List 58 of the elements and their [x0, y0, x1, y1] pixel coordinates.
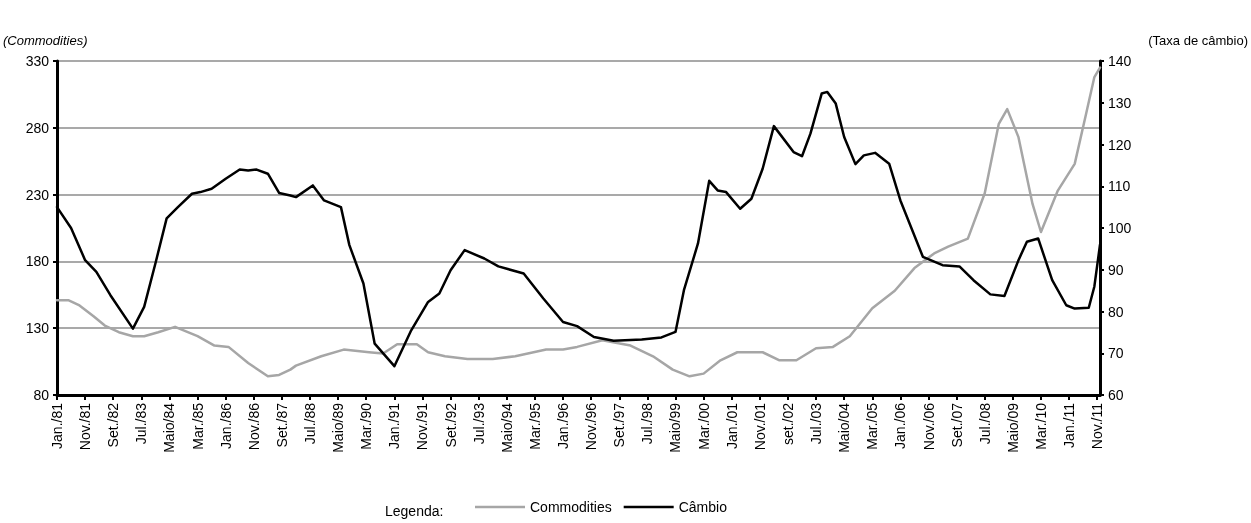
x-tick-label: Mar./90	[358, 402, 375, 450]
x-tick-label: set./02	[779, 402, 796, 446]
y2-tick-label: 110	[1108, 178, 1131, 195]
x-tick-label: Set./07	[948, 402, 965, 448]
y-tick-label: 330	[25, 53, 50, 69]
x-tick-label: Jan./96	[555, 402, 572, 449]
y-tick-label: 230	[25, 186, 50, 203]
x-tick-label: Nov./81	[77, 402, 94, 451]
x-tick-label: Maio/84	[161, 402, 178, 453]
x-tick-label: Mar./10	[1032, 402, 1049, 450]
x-tick-label: Jan./01	[723, 402, 740, 449]
legend-label: Câmbio	[678, 499, 728, 515]
y2-tick-label: 140	[1108, 53, 1132, 69]
x-tick-label: Maio/04	[836, 402, 853, 453]
x-tick-label: Maio/89	[330, 402, 347, 453]
x-tick-label: Jul./93	[470, 402, 487, 445]
x-tick-label: Nov./11	[1089, 402, 1106, 450]
x-tick-label: Nov./91	[414, 402, 431, 451]
x-tick-label: Nov./96	[583, 402, 600, 451]
x-tick-label: Jul./08	[976, 402, 993, 445]
x-tick-label: Mar./05	[864, 402, 881, 450]
y2-tick-label: 130	[1108, 94, 1132, 111]
legend-label: Commodities	[530, 499, 612, 515]
x-tick-label: Mar./95	[526, 402, 543, 450]
y-tick-label: 130	[25, 320, 50, 337]
x-tick-label: Jul./88	[302, 402, 319, 445]
y2-tick-label: 70	[1108, 345, 1124, 362]
x-tick-label: Jul./83	[133, 402, 150, 445]
x-tick-label: Set./97	[611, 402, 628, 448]
x-tick-label: Set./87	[273, 402, 290, 448]
y2-tick-label: 90	[1108, 261, 1124, 278]
y2-axis-title: (Taxa de câmbio)	[1148, 33, 1248, 48]
x-tick-label: Nov./06	[920, 402, 937, 451]
x-tick-label: Set./82	[105, 402, 122, 448]
x-tick-label: Maio/99	[667, 402, 684, 453]
y2-tick-label: 80	[1108, 303, 1124, 320]
x-tick-label: Mar./85	[189, 402, 206, 450]
x-tick-label: Nov./86	[245, 402, 262, 451]
x-tick-label: Jan./81	[49, 402, 65, 449]
y-axis-title: (Commodities)	[3, 33, 88, 48]
x-tick-label: Jul./03	[808, 402, 825, 445]
legend-title: Legenda:	[385, 503, 444, 519]
y-tick-label: 180	[25, 253, 50, 270]
x-tick-label: Maio/09	[1004, 402, 1021, 453]
x-tick-label: Jan./91	[386, 402, 403, 449]
y-tick-label: 80	[33, 387, 50, 403]
y2-tick-label: 120	[1108, 136, 1132, 153]
x-tick-label: Jan./06	[892, 402, 909, 449]
y-tick-label: 280	[25, 119, 50, 136]
x-tick-label: Set./92	[442, 402, 459, 448]
x-tick-label: Jan./86	[217, 402, 234, 449]
x-tick-label: Jul./98	[639, 402, 656, 445]
x-tick-label: Jan./11	[1061, 402, 1078, 448]
y2-tick-label: 100	[1108, 220, 1132, 236]
x-tick-label: Mar./00	[695, 402, 712, 450]
y2-tick-label: 60	[1108, 387, 1124, 403]
x-tick-label: Maio/94	[498, 402, 515, 453]
x-tick-label: Nov./01	[751, 402, 768, 451]
